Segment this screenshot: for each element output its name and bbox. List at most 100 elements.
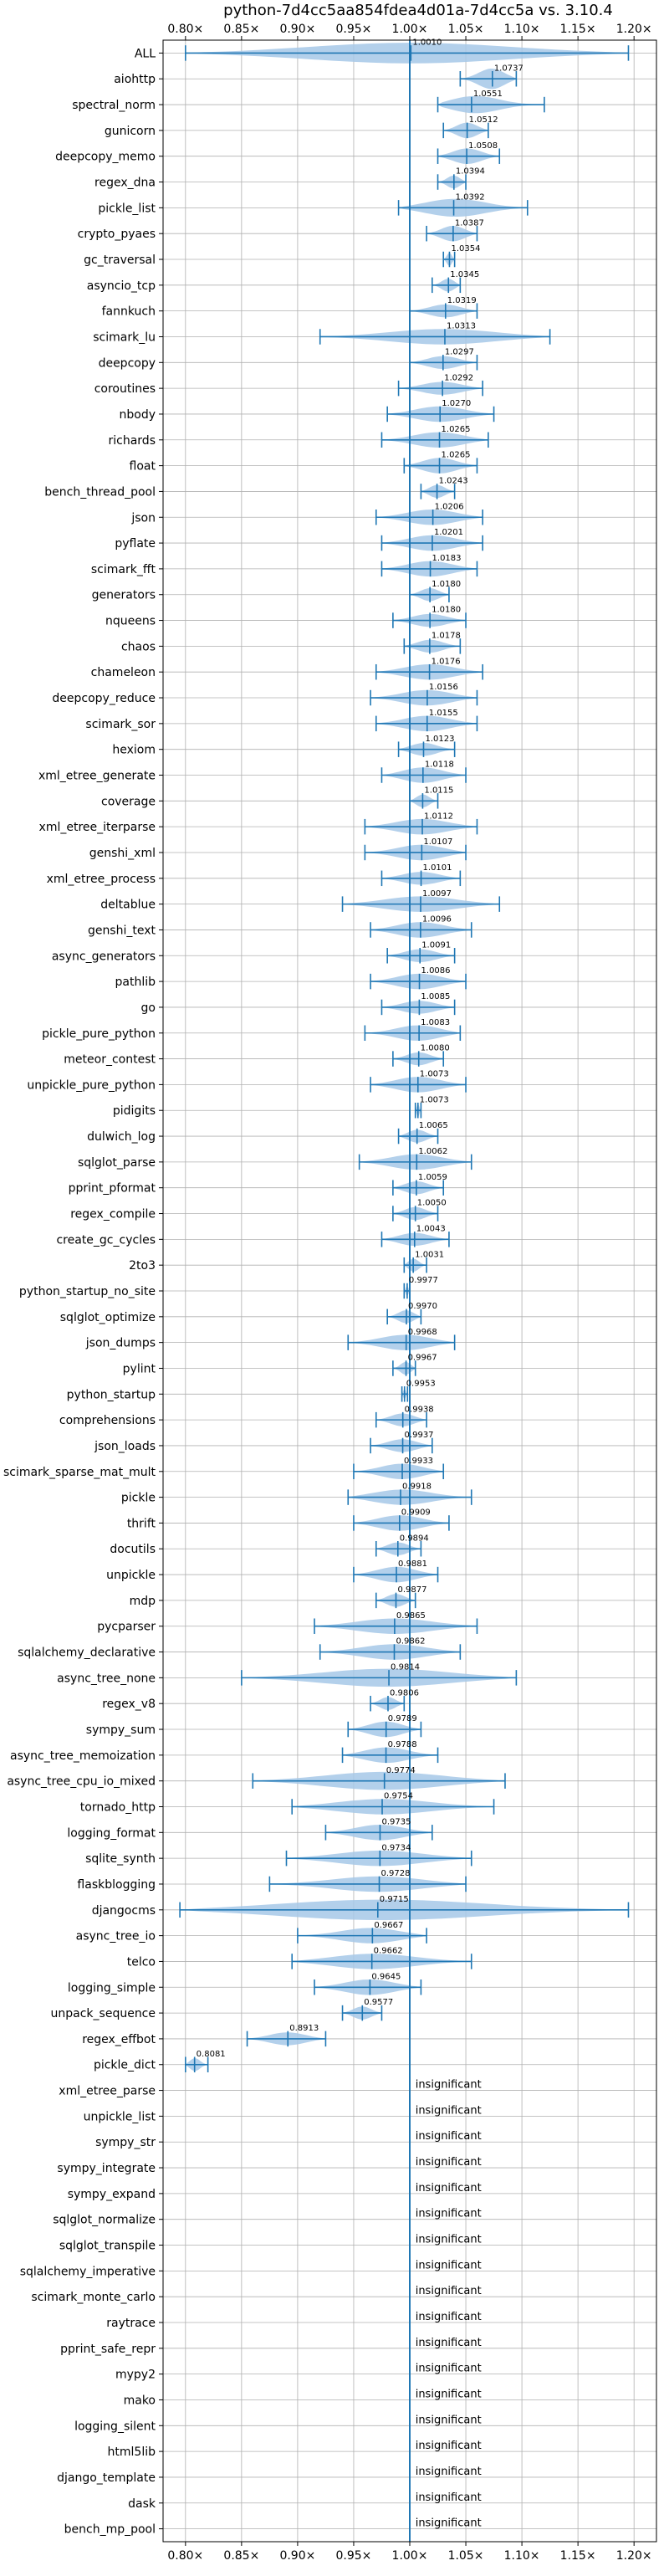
value-label: 0.9953 [406,1379,436,1388]
benchmark-label: genshi_xml [89,847,156,860]
insignificant-label: insignificant [416,2517,482,2530]
value-label: 0.9968 [408,1328,437,1337]
insignificant-label: insignificant [416,2414,482,2426]
benchmark-label: create_gc_cycles [56,1233,156,1247]
value-label: 1.0551 [473,90,503,99]
benchmark-label: async_tree_none [57,1672,156,1685]
benchmark-label: flaskblogging [77,1878,156,1892]
x-tick-label-top: 0.90× [279,23,315,36]
benchmark-label: async_generators [52,950,156,963]
insignificant-label: insignificant [416,2491,482,2504]
benchmark-label: pickle_dict [94,2059,156,2072]
benchmark-label: pickle_list [98,202,156,215]
benchmark-label: comprehensions [59,1414,156,1427]
benchmark-label: sqlglot_optimize [60,1311,156,1324]
benchmark-label: coverage [101,795,156,808]
value-label: 1.0107 [423,837,452,847]
benchmark-label: thrift [127,1517,156,1530]
value-label: 1.0270 [442,399,471,408]
benchmark-label: genshi_text [88,924,156,937]
insignificant-label: insignificant [416,2156,482,2169]
insignificant-label: insignificant [416,2079,482,2092]
benchmark-label: async_tree_cpu_io_mixed [7,1775,156,1789]
insignificant-label: insignificant [416,2311,482,2323]
value-label: 1.0183 [432,554,462,563]
value-label: 1.0062 [418,1147,447,1156]
value-label: 1.0345 [450,270,479,279]
benchmark-label: gunicorn [105,125,156,138]
value-label: 0.9728 [381,1869,411,1878]
insignificant-label: insignificant [416,2440,482,2452]
value-label: 0.9814 [391,1663,420,1672]
value-label: 1.0319 [447,296,477,305]
value-label: 0.9806 [390,1688,419,1698]
value-label: 1.0031 [415,1250,444,1259]
benchmark-label: sqlalchemy_declarative [18,1646,156,1660]
value-label: 0.9577 [364,1998,393,2007]
value-label: 1.0354 [451,244,480,254]
value-label: 1.0508 [468,141,498,151]
value-label: 1.0297 [445,347,474,356]
benchmark-label: pprint_pformat [69,1182,156,1196]
value-label: 1.0083 [421,1018,450,1027]
benchmark-label: unpickle [106,1569,156,1582]
value-label: 1.0512 [469,115,498,125]
benchmark-label: regex_v8 [102,1698,156,1711]
x-tick-label-bottom: 0.90× [279,2549,315,2563]
violin-layer [179,40,630,2542]
benchmark-label: bench_thread_pool [44,485,156,499]
benchmark-label: dulwich_log [87,1130,156,1144]
benchmark-label: scimark_monte_carlo [31,2291,156,2304]
value-label: 0.9734 [381,1843,411,1852]
x-tick-label-bottom: 1.20× [616,2549,652,2563]
value-label: 1.0387 [455,218,484,228]
value-label: 1.0180 [432,580,461,589]
benchmark-label: hexiom [112,744,156,757]
benchmark-label: async_tree_io [76,1930,156,1944]
value-label: 1.0265 [442,425,471,434]
x-tick-label-top: 1.20× [616,23,652,36]
value-label: 0.8913 [289,2024,319,2033]
insignificant-label: insignificant [416,2208,482,2220]
value-label: 1.0313 [447,322,476,331]
x-tick-label-bottom: 0.95× [336,2549,372,2563]
benchmark-label: scimark_sparse_mat_mult [3,1466,156,1479]
axis-layer: 0.80× 0.80× 0.85× 0.85× 0.90× 0.90× 0.95× 0.95×… [3,23,657,2563]
benchmark-label: json_loads [94,1440,156,1453]
value-label: 0.9938 [405,1405,434,1414]
value-label: 1.0073 [420,1070,449,1079]
value-label: 1.0118 [425,761,454,770]
benchmark-label: logging_silent [74,2420,156,2433]
x-tick-label-bottom: 0.80× [167,2549,203,2563]
value-label: 1.0101 [423,863,452,873]
benchmark-label: richards [109,434,156,448]
x-tick-label-top: 0.95× [336,23,372,36]
insignificant-label: insignificant [416,2130,482,2143]
benchmark-label: sqlalchemy_imperative [20,2265,156,2278]
benchmark-label: pathlib [115,976,156,989]
benchmark-label: meteor_contest [64,1053,156,1067]
value-label: 0.9937 [405,1431,434,1440]
benchmark-label: pyflate [115,537,156,551]
x-tick-label-top: 0.85× [223,23,259,36]
value-label: 1.0096 [422,915,452,924]
insignificant-label: insignificant [416,2363,482,2375]
value-label: 0.9877 [398,1585,427,1595]
value-label: 0.9881 [398,1559,427,1569]
value-label: 1.0206 [435,502,464,511]
benchmark-label: unpack_sequence [51,2007,156,2020]
benchmark-label: mako [124,2394,156,2407]
benchmark-label: mypy2 [115,2369,156,2382]
benchmark-label: pickle [121,1492,156,1505]
value-label: 0.9667 [374,1921,403,1930]
benchmark-label: coroutines [94,382,156,396]
value-label: 0.9865 [396,1611,426,1621]
value-label: 1.0180 [432,606,461,615]
insignificant-label: insignificant [416,2388,482,2400]
value-label: 0.9789 [388,1714,417,1723]
benchmark-label: nbody [120,408,156,422]
insignificant-label: insignificant [416,2337,482,2349]
value-label: 1.0737 [494,64,523,73]
benchmark-label: nqueens [105,615,156,628]
value-label: 1.0265 [442,451,471,460]
